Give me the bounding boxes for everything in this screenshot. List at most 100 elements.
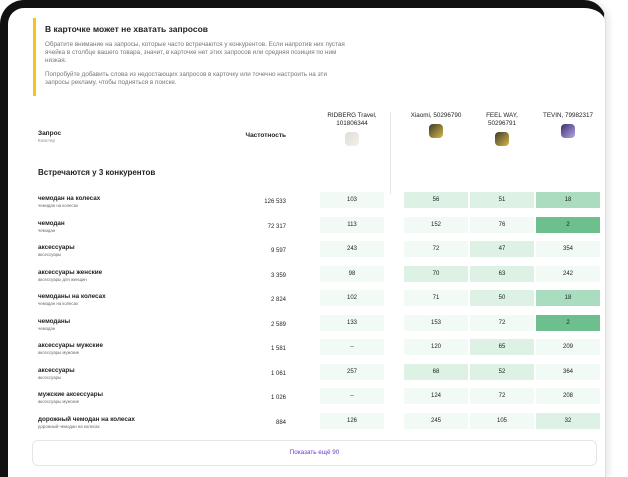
position-cell: 72 — [470, 388, 534, 404]
position-cell: 209 — [536, 339, 600, 355]
position-cell: 245 — [404, 412, 468, 429]
show-more-button[interactable]: Показать ещё 90 — [32, 440, 597, 466]
position-cell: – — [320, 388, 384, 404]
query-cell: дорожный чемодан на колесах дорожный чемо… — [38, 416, 135, 429]
query-cell: аксессуары женские аксессуары для женщин — [38, 269, 102, 282]
notice-title: В карточке может не хватать запросов — [45, 24, 209, 34]
competitor-header: TEVIN, 79982317 — [536, 112, 600, 138]
position-cell: 354 — [536, 241, 600, 257]
query: аксессуары — [38, 244, 75, 251]
table-row: чемодан на колесах чемодан на колесах 126 … — [30, 191, 600, 216]
position-cell: 126 — [320, 412, 384, 429]
frequency: 126 533 — [264, 199, 286, 205]
position-cell: 51 — [470, 192, 534, 208]
query: чемодан на колесах — [38, 195, 101, 202]
frequency: 2 824 — [270, 297, 286, 303]
product-thumb[interactable] — [561, 124, 575, 138]
position-cell: 243 — [320, 241, 384, 257]
table-row: чемоданы на колесах чемодан на колесах 2 8… — [30, 289, 600, 314]
query-cell: чемодан чемодан — [38, 220, 65, 233]
frequency-header[interactable]: Частотность — [245, 132, 287, 139]
cluster: чемодан — [38, 325, 56, 331]
position-cell: 2 — [536, 314, 600, 331]
query-cell: аксессуары аксессуары — [38, 244, 75, 257]
position-cell: 153 — [404, 314, 468, 331]
position-cell: 18 — [536, 192, 600, 208]
query: мужские аксессуары — [38, 391, 103, 398]
query: аксессуары мужские — [38, 342, 103, 349]
product-thumb[interactable] — [429, 124, 443, 138]
query: чемодан — [38, 219, 65, 227]
position-cell: 52 — [470, 363, 534, 380]
position-cell: 65 — [470, 339, 534, 355]
query-cell: аксессуары аксессуары — [38, 367, 75, 380]
position-cell: 120 — [404, 339, 468, 355]
frequency: 884 — [275, 419, 286, 426]
query: аксессуары женские — [38, 268, 103, 276]
competitor-header: FEEL WAY, 50296791 — [470, 112, 534, 146]
position-cell: 71 — [404, 290, 468, 306]
query: чемоданы — [38, 317, 71, 325]
position-cell: 56 — [404, 192, 468, 208]
table-row: аксессуары женские аксессуары для женщин 3… — [30, 265, 600, 290]
cluster: дорожный чемодан на колесах — [38, 423, 100, 429]
product-thumb[interactable] — [495, 132, 509, 146]
table-body: чемодан на колесах чемодан на колесах 126 … — [30, 191, 600, 436]
position-cell: 103 — [320, 192, 384, 208]
position-cell: 133 — [320, 314, 384, 331]
position-cell: 63 — [470, 265, 534, 282]
notice: В карточке может не хватать запросов Обр… — [33, 18, 598, 96]
query-cell: мужские аксессуары аксессуары мужские — [38, 391, 103, 404]
position-cell: 98 — [320, 265, 384, 282]
position-cell: 18 — [536, 290, 600, 306]
frequency: 1 061 — [270, 370, 286, 377]
position-cell: 152 — [404, 216, 468, 233]
query-cell: чемодан на колесах чемодан на колесах — [38, 195, 100, 208]
position-cell: 72 — [470, 314, 534, 331]
product-thumb[interactable] — [345, 132, 359, 146]
position-cell: 76 — [470, 216, 534, 233]
cluster: аксессуары мужские — [38, 350, 80, 355]
position-cell: 257 — [320, 363, 384, 380]
query-cell: чемоданы чемодан — [38, 318, 70, 331]
table-row: чемодан чемодан 72 317 113 152 76 2 — [30, 216, 600, 241]
frequency: 1 026 — [270, 395, 286, 401]
label: TEVIN, 79982317 — [542, 112, 594, 119]
position-cell: 2 — [536, 216, 600, 233]
query-header: Запрос Кластер — [38, 130, 61, 143]
divider — [390, 112, 391, 194]
table-header: Запрос Кластер Частотность RIDBERG Travel… — [8, 112, 605, 157]
cluster: чемодан — [38, 227, 56, 233]
position-cell: 50 — [470, 290, 534, 306]
table-row: аксессуары мужские аксессуары мужские 1 58… — [30, 338, 600, 363]
notice-text: Обратите внимание на запросы, которые ча… — [45, 41, 345, 64]
position-cell: – — [320, 339, 384, 355]
label: Xiaomi, 50296790 — [410, 112, 462, 119]
label: Кластер — [38, 138, 56, 143]
cluster: аксессуары — [38, 374, 62, 380]
position-cell: 32 — [536, 412, 600, 429]
position-cell: 102 — [320, 290, 384, 306]
cluster: чемодан на колесах — [38, 301, 79, 306]
table-row: аксессуары аксессуары 9 597 243 72 47 354 — [30, 240, 600, 265]
table-row: чемоданы чемодан 2 589 133 153 72 2 — [30, 314, 600, 339]
table-row: мужские аксессуары аксессуары мужские 1 02… — [30, 387, 600, 412]
notice-text: Попробуйте добавить слова из недостающих… — [45, 71, 327, 86]
cluster: аксессуары — [38, 252, 62, 257]
position-cell: 47 — [470, 241, 534, 257]
cluster: чемодан на колесах — [38, 203, 79, 208]
query-cell: чемоданы на колесах чемодан на колесах — [38, 293, 106, 306]
position-cell: 70 — [404, 265, 468, 282]
position-cell: 68 — [404, 363, 468, 380]
competitor-header: Xiaomi, 50296790 — [404, 112, 468, 138]
competitor-header: RIDBERG Travel, 101806344 — [320, 112, 384, 146]
table-row: дорожный чемодан на колесах дорожный чемо… — [30, 412, 600, 437]
section-title: Встречаются у 3 конкурентов — [38, 168, 156, 177]
position-cell: 105 — [470, 412, 534, 429]
position-cell: 242 — [536, 265, 600, 282]
label: RIDBERG Travel, 101806344 — [327, 112, 377, 127]
cluster: аксессуары для женщин — [38, 276, 87, 282]
position-cell: 364 — [536, 363, 600, 380]
frequency: 3 359 — [270, 272, 286, 279]
